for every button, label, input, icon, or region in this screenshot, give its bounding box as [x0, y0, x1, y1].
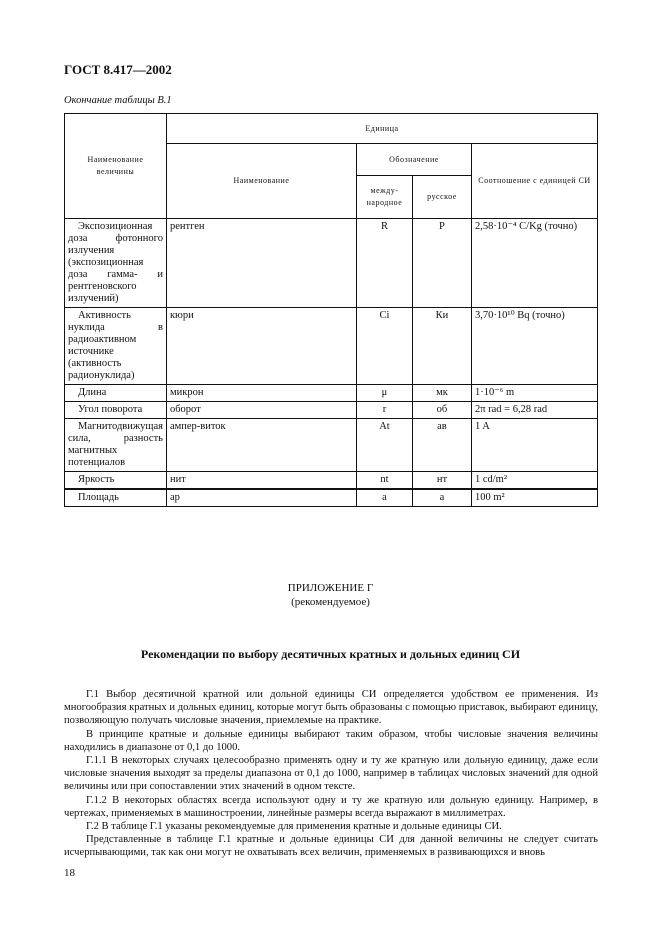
paragraph: Г.1 Выбор десятичной кратной или дольной…	[64, 689, 598, 727]
body-text: Г.1 Выбор десятичной кратной или дольной…	[64, 688, 598, 860]
cell-ratio: 1 cd/m²	[470, 471, 599, 490]
page-number: 18	[64, 866, 75, 879]
cell-quantity: Экспозиционная доза фотонного излучения …	[64, 218, 167, 308]
cell-russian: ав	[411, 418, 472, 472]
cell-international: μ	[355, 384, 413, 402]
table-row: Магнитодвижущая сила, разность магнитных…	[64, 418, 599, 472]
cell-unit-name: микрон	[165, 384, 357, 402]
appendix-label: ПРИЛОЖЕНИЕ Г	[287, 582, 374, 594]
cell-russian: об	[411, 401, 472, 419]
cell-international: r	[355, 401, 413, 419]
cell-unit-name: ампер-виток	[165, 418, 357, 472]
cell-international: Ci	[355, 307, 413, 385]
header-designation: Обозначение	[355, 143, 472, 176]
header-unit: Единица	[165, 113, 599, 144]
cell-international: R	[355, 218, 413, 308]
cell-ratio: 1 A	[470, 418, 599, 472]
cell-russian: нт	[411, 471, 472, 490]
header-unit-name: Наименование	[165, 143, 357, 219]
table-row: Яркость нит nt нт 1 cd/m²	[64, 471, 599, 490]
cell-quantity: Угол поворота	[64, 401, 167, 419]
cell-international: nt	[355, 471, 413, 490]
cell-quantity: Яркость	[64, 471, 167, 490]
cell-ratio: 2π rad = 6,28 rad	[470, 401, 599, 419]
table-row: Экспозиционная доза фотонного излучения …	[64, 218, 599, 308]
cell-ratio: 3,70·10¹⁰ Bq (точно)	[470, 307, 599, 385]
paragraph: В принципе кратные и дольные единицы выб…	[64, 728, 598, 753]
cell-unit-name: рентген	[165, 218, 357, 308]
cell-international: At	[355, 418, 413, 472]
cell-ratio: 100 m²	[470, 488, 599, 507]
cell-unit-name: кюри	[165, 307, 357, 385]
cell-russian: а	[411, 488, 472, 507]
header-quantity-name: Наименование величины	[64, 113, 167, 219]
document-header: ГОСТ 8.417—2002	[64, 62, 172, 77]
table-row: Угол поворота оборот r об 2π rad = 6,28 rad	[64, 401, 599, 419]
table-caption: Окончание таблицы В.1	[64, 95, 172, 106]
cell-russian: Ки	[411, 307, 472, 385]
cell-quantity: Магнитодвижущая сила, разность магнитных…	[64, 418, 167, 472]
section-title: Рекомендации по выбору десятичных кратны…	[140, 647, 521, 661]
paragraph: Представленные в таблице Г.1 кратные и д…	[64, 834, 598, 859]
units-table: Наименование величины Единица Наименован…	[64, 113, 599, 507]
paragraph: Г.2 В таблице Г.1 указаны рекомендуемые …	[86, 821, 502, 833]
cell-quantity: Активность нуклида в радиоактивном источ…	[64, 307, 167, 385]
cell-international: a	[355, 488, 413, 507]
cell-russian: Р	[411, 218, 472, 308]
table-row: Длина микрон μ мк 1·10⁻⁶ m	[64, 384, 599, 402]
cell-unit-name: оборот	[165, 401, 357, 419]
header-russian: русское	[411, 175, 472, 219]
cell-quantity: Площадь	[64, 488, 167, 507]
table-row: Площадь ар a а 100 m²	[64, 488, 599, 507]
header-international: между-народное	[355, 175, 413, 219]
cell-ratio: 1·10⁻⁶ m	[470, 384, 599, 402]
cell-unit-name: ар	[165, 488, 357, 507]
header-ratio: Соотношение с единицей СИ	[470, 143, 599, 219]
cell-russian: мк	[411, 384, 472, 402]
table-row: Активность нуклида в радиоактивном источ…	[64, 307, 599, 385]
paragraph: Г.1.1 В некоторых случаях целесообразно …	[64, 755, 598, 793]
cell-ratio: 2,58·10⁻⁴ C/Kg (точно)	[470, 218, 599, 308]
cell-quantity: Длина	[64, 384, 167, 402]
paragraph: Г.1.2 В некоторых областях всегда исполь…	[64, 794, 598, 819]
cell-unit-name: нит	[165, 471, 357, 490]
appendix-sub: (рекомендуемое)	[291, 596, 370, 608]
